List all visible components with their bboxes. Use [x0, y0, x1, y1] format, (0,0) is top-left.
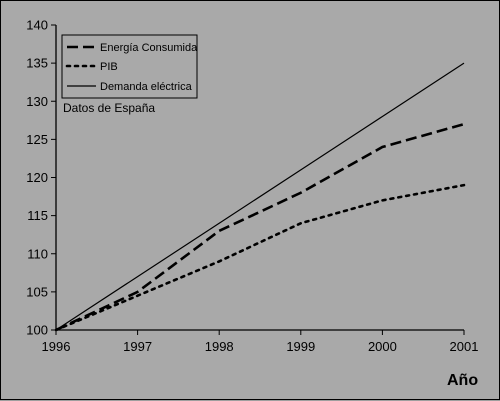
series-line-0	[55, 122, 465, 332]
x-tick-label: 2001	[450, 339, 479, 354]
x-tick-label: 1998	[205, 339, 234, 354]
x-tick-label: 1997	[123, 339, 152, 354]
annotation-text: Datos de España	[63, 101, 155, 115]
legend-label-1: PIB	[100, 61, 118, 73]
legend-box	[61, 34, 198, 99]
legend-label-0: Energía Consumida	[100, 42, 198, 54]
x-axis-title: Año	[447, 372, 478, 389]
y-tick-label: 135	[26, 56, 48, 71]
y-tick-label: 120	[26, 170, 48, 185]
series-line-1	[54, 183, 466, 332]
legend: Energía Consumida PIB Demanda eléctrica	[61, 34, 198, 99]
y-tick-label: 115	[27, 208, 48, 223]
x-tick-label: 1999	[286, 339, 315, 354]
x-tick-label: 1996	[42, 339, 71, 354]
x-tick-label: 2000	[368, 339, 397, 354]
y-tick-label: 110	[27, 246, 48, 261]
series-layer	[54, 62, 466, 332]
legend-label-2: Demanda eléctrica	[100, 81, 193, 93]
y-tick-label: 100	[26, 323, 48, 338]
y-tick-label: 130	[26, 94, 48, 109]
y-tick-label: 140	[26, 18, 48, 33]
axes: 100 105 110 115 120 125 130 135 140 1996 1997 1998 1…	[26, 18, 478, 355]
y-tick-label: 125	[26, 132, 48, 147]
y-tick-label: 105	[26, 284, 48, 299]
series-line-2	[55, 62, 465, 331]
